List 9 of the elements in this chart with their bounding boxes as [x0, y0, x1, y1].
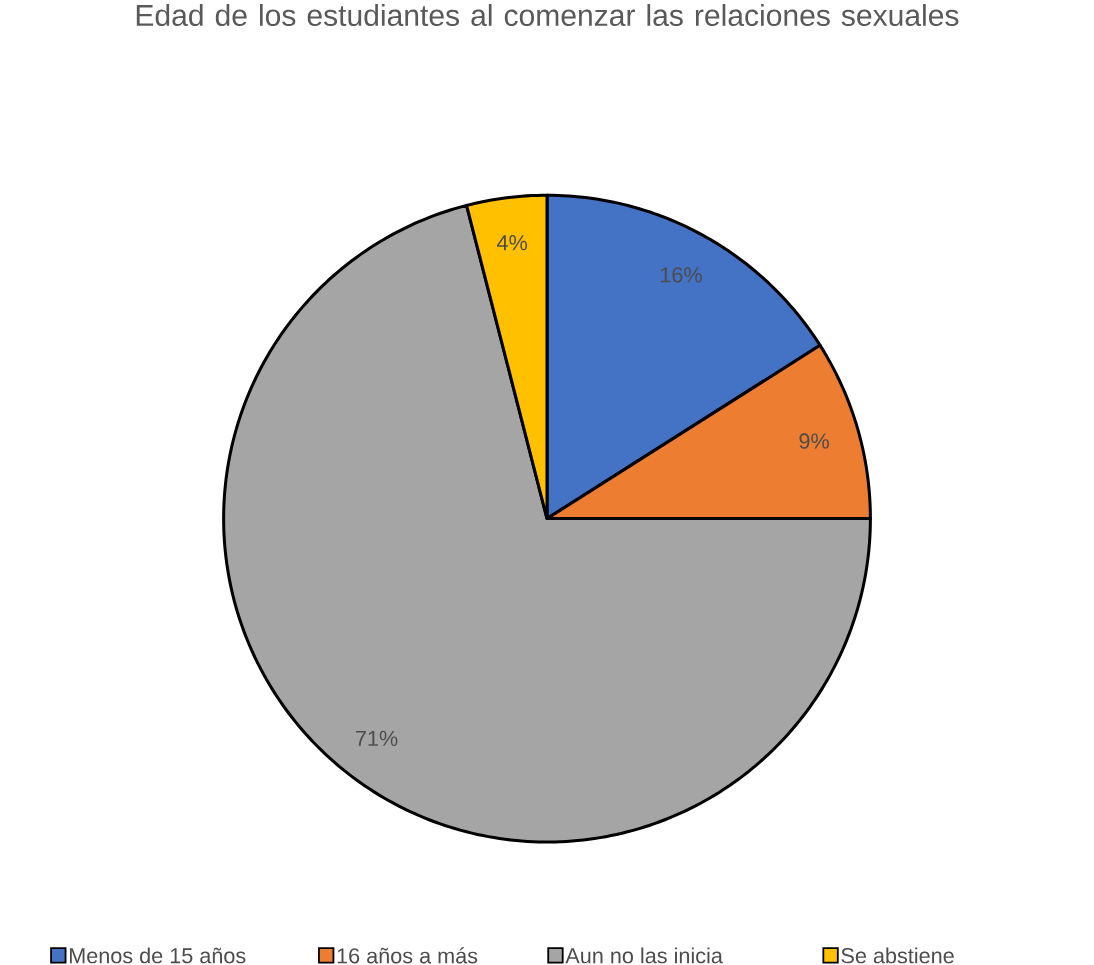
data-label: 16% — [660, 267, 702, 283]
legend-label: Aun no las inicia — [565, 947, 723, 964]
legend-label: 16 años a más — [337, 947, 478, 964]
legend-label: Menos de 15 años — [69, 947, 246, 964]
data-label: 71% — [356, 730, 398, 747]
legend-label: Se abstiene — [841, 947, 954, 964]
data-label: 4% — [497, 235, 528, 251]
data-label: 9% — [799, 433, 829, 449]
chart-title: Edad de los estudiantes al comenzar las relaciones sexuales — [136, 4, 959, 27]
